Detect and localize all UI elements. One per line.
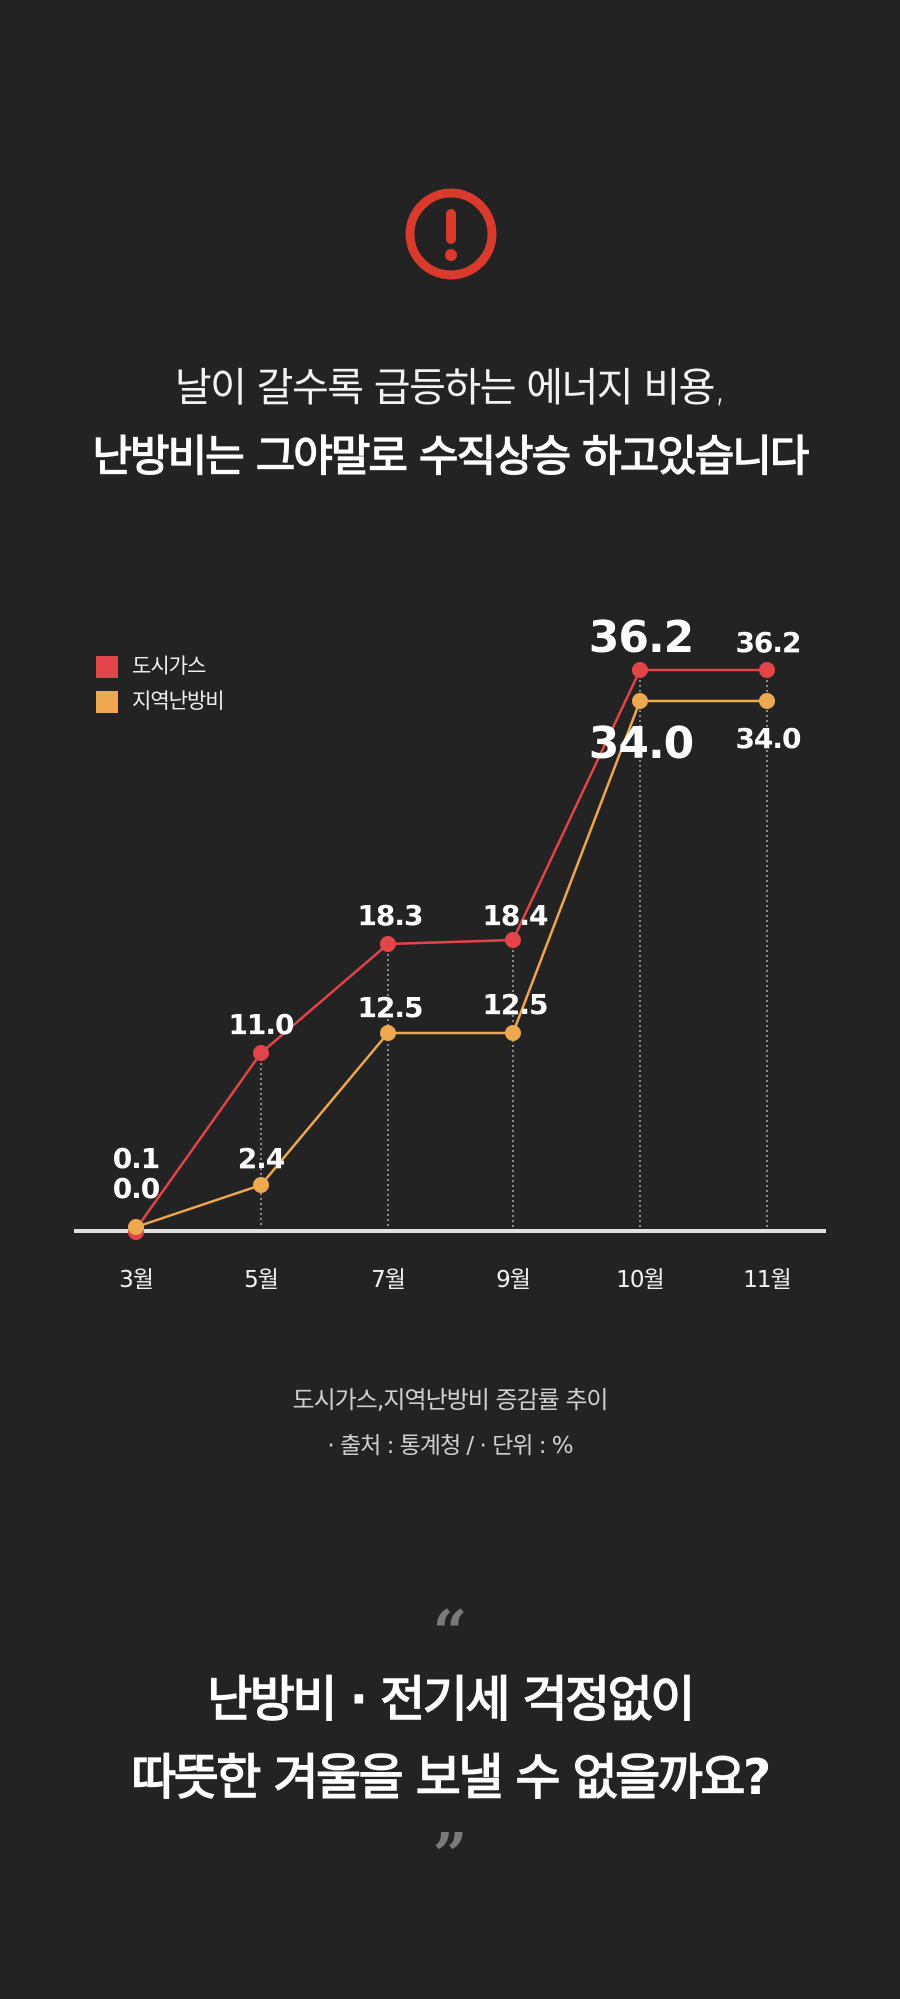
series-line-district-heating: [135, 699, 767, 1229]
data-point-city-gas: [253, 1045, 269, 1061]
value-label-city-gas: 0.1: [113, 1142, 160, 1175]
value-label-district-heating: 34.0: [589, 718, 694, 769]
data-point-city-gas: [380, 936, 396, 952]
value-label-city-gas: 18.4: [482, 899, 548, 932]
data-labels: 0.1 11.0 18.3 18.4 36.2 36.2 0.0 2.4 12.5 12.5 34.…: [113, 612, 802, 1205]
data-point-city-gas: [505, 932, 521, 948]
legend-item-city-gas: 도시가스: [96, 650, 206, 680]
legend-item-district-heating: 지역난방비: [96, 685, 225, 715]
data-points: [128, 662, 775, 1240]
data-point-district-heating: [632, 693, 648, 709]
chart-caption-title: 도시가스,지역난방비 증감률 추이: [292, 1386, 608, 1414]
value-label-city-gas: 36.2: [735, 626, 800, 659]
dotted-guides: [260, 670, 768, 1228]
x-axis-label: 7월: [371, 1267, 405, 1293]
data-point-city-gas: [632, 662, 648, 678]
x-axis-label: 9월: [496, 1267, 530, 1293]
legend-swatch-red: [96, 656, 118, 678]
x-axis-label: 11월: [743, 1267, 790, 1293]
value-label-city-gas: 11.0: [228, 1008, 294, 1041]
value-label-district-heating: 0.0: [113, 1172, 160, 1205]
open-quote-icon: “: [432, 1598, 468, 1668]
closing-line2: 따뜻한 겨울을 보낼 수 없을까요?: [131, 1749, 771, 1806]
value-label-district-heating: 12.5: [357, 991, 422, 1024]
data-point-district-heating: [505, 1025, 521, 1041]
data-point-district-heating: [380, 1025, 396, 1041]
x-axis-label: 5월: [244, 1267, 278, 1293]
value-label-district-heating: 34.0: [735, 722, 801, 755]
exclamation-circle-icon: [405, 188, 497, 280]
legend-swatch-orange: [96, 691, 118, 713]
value-label-district-heating: 2.4: [238, 1142, 285, 1175]
data-point-district-heating: [759, 693, 775, 709]
close-quote-icon: ”: [432, 1821, 468, 1891]
value-label-city-gas: 36.2: [589, 612, 694, 663]
value-label-city-gas: 18.3: [357, 899, 422, 932]
x-axis-labels: 3월 5월 7월 9월 10월 11월: [119, 1267, 792, 1293]
headline-line1: 날이 갈수록 급등하는 에너지 비용,: [174, 365, 727, 411]
x-axis-label: 3월: [119, 1267, 153, 1293]
legend-label: 지역난방비: [132, 689, 225, 713]
headline-line2: 난방비는 그야말로 수직상승 하고있습니다: [92, 432, 810, 482]
x-axis-label: 10월: [616, 1267, 663, 1293]
data-point-district-heating: [253, 1177, 269, 1193]
chart-caption-source: · 출처 : 통계청 / · 단위 : %: [327, 1433, 573, 1459]
data-point-district-heating: [128, 1219, 144, 1235]
series-line-city-gas: [134, 668, 767, 1230]
closing-line1: 난방비 · 전기세 걱정없이: [207, 1671, 695, 1728]
legend-label: 도시가스: [132, 654, 206, 678]
data-point-city-gas: [759, 662, 775, 678]
value-label-district-heating: 12.5: [482, 988, 547, 1021]
